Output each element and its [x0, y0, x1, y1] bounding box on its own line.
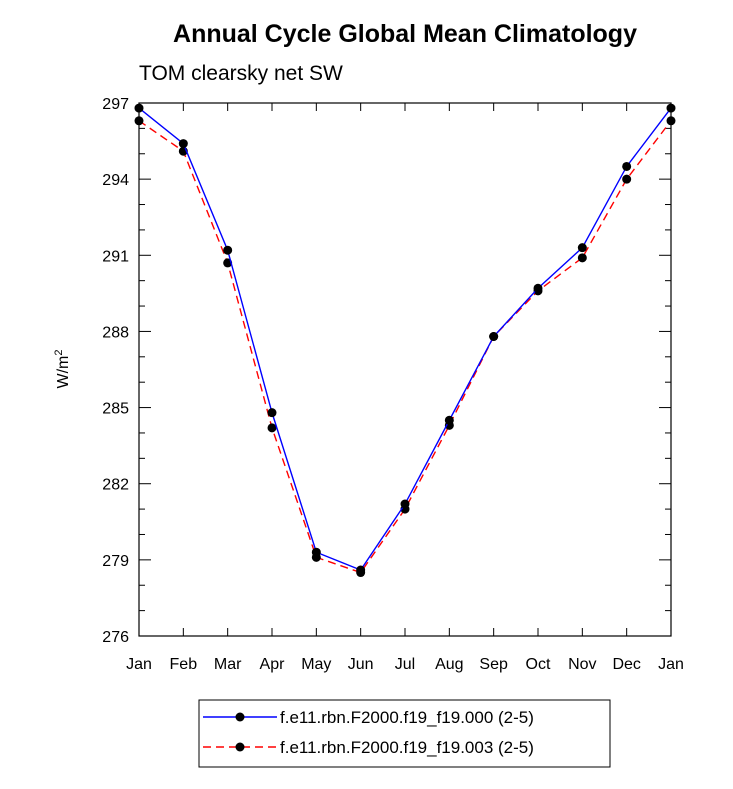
legend-marker [235, 742, 245, 752]
axis-ticks [138, 102, 672, 637]
legend-label: f.e11.rbn.F2000.f19_f19.003 (2-5) [280, 738, 534, 757]
y-tick-label: 288 [102, 324, 129, 341]
y-axis-label-base: W/m [55, 356, 72, 389]
data-point [577, 243, 587, 253]
x-tick-label: Jun [348, 656, 374, 673]
y-tick-label: 279 [102, 553, 129, 570]
data-point [400, 499, 410, 509]
x-tick-label: Jan [126, 656, 152, 673]
data-point [577, 253, 587, 263]
data-point [533, 283, 543, 293]
legend-box [198, 699, 611, 768]
y-tick-label: 282 [102, 477, 129, 494]
data-point [666, 103, 676, 113]
x-tick-label: Aug [435, 656, 463, 673]
legend-marker [235, 712, 245, 722]
x-tick-label: Nov [568, 656, 596, 673]
data-point [622, 161, 632, 171]
data-point [178, 139, 188, 149]
y-axis-label: W/m2 [53, 350, 72, 389]
x-tick-label: Jan [658, 656, 684, 673]
y-tick-label: 297 [102, 96, 129, 113]
data-point [267, 408, 277, 418]
x-tick-label: Mar [214, 656, 242, 673]
y-tick-label: 276 [102, 629, 129, 646]
data-point [311, 547, 321, 557]
data-point [489, 332, 499, 342]
y-tick-labels: 276 279 282 285 288 291 294 297 [102, 96, 129, 646]
data-point [444, 415, 454, 425]
data-point [134, 116, 144, 126]
data-point [622, 174, 632, 184]
x-tick-label: Dec [612, 656, 640, 673]
legend-label: f.e11.rbn.F2000.f19_f19.000 (2-5) [280, 708, 534, 727]
x-tick-label: Jul [395, 656, 415, 673]
data-point [666, 116, 676, 126]
x-tick-label: Feb [170, 656, 198, 673]
y-axis-label-sup: 2 [53, 350, 65, 356]
data-point [267, 423, 277, 433]
plot-frame [138, 102, 672, 637]
x-tick-label: Apr [260, 656, 286, 673]
series-1 [134, 103, 676, 575]
x-tick-label: Oct [526, 656, 551, 673]
y-tick-label: 294 [102, 172, 129, 189]
legend-item: f.e11.rbn.F2000.f19_f19.000 (2-5) [203, 708, 534, 727]
x-tick-label: May [301, 656, 331, 673]
series-layer [134, 103, 676, 578]
legend-items: f.e11.rbn.F2000.f19_f19.000 (2-5) f.e11.r… [203, 708, 534, 757]
legend: f.e11.rbn.F2000.f19_f19.000 (2-5) f.e11.r… [198, 699, 611, 768]
data-point [223, 245, 233, 255]
chart-title: Annual Cycle Global Mean Climatology [173, 20, 637, 48]
data-point [134, 103, 144, 113]
legend-item: f.e11.rbn.F2000.f19_f19.003 (2-5) [203, 738, 534, 757]
x-tick-label: Sep [479, 656, 508, 673]
chart-subtitle: TOM clearsky net SW [139, 62, 343, 85]
x-tick-labels: Jan Feb Mar Apr May Jun Jul Aug Sep Oct Nov Dec Jan [126, 656, 684, 673]
y-tick-label: 291 [102, 248, 129, 265]
y-tick-label: 285 [102, 401, 129, 418]
data-point [356, 565, 366, 575]
